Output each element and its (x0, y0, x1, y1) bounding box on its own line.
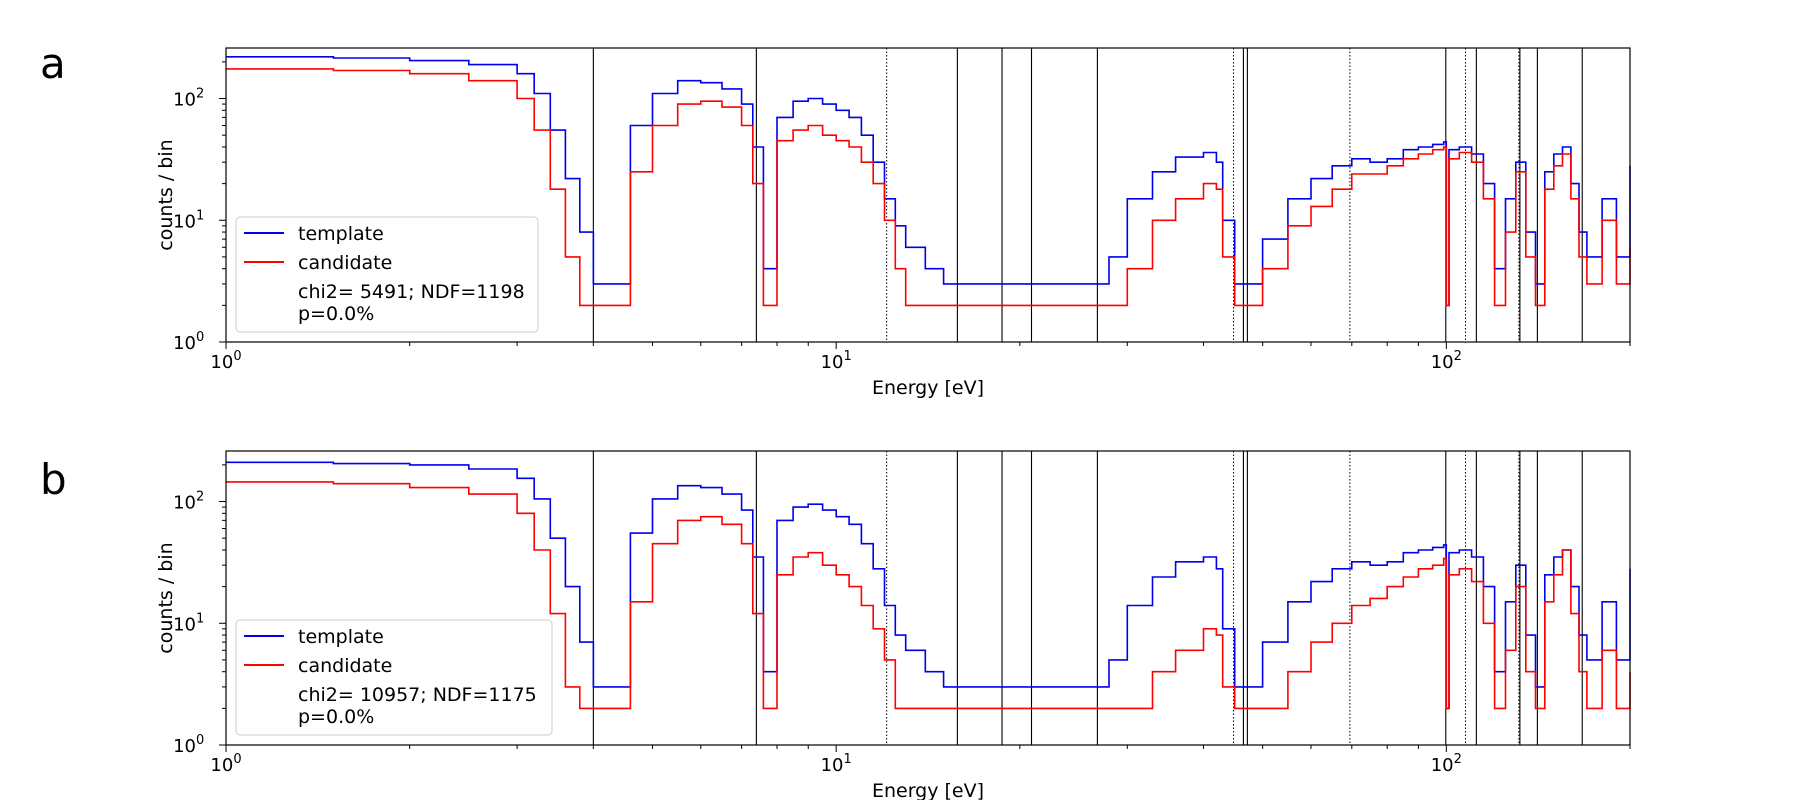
legend-label-template: template (298, 626, 384, 648)
series-template (226, 56, 1631, 307)
x-ticks-b: 100 101 102 (210, 745, 1631, 776)
y-tick-label: 10 (173, 736, 196, 757)
legend-stats-p: p=0.0% (298, 303, 374, 325)
x-tick-label: 102 (1431, 752, 1462, 776)
y-tick-exponent: 2 (196, 490, 204, 505)
legend-box (235, 216, 539, 333)
y-axis-label: counts / bin (155, 139, 177, 250)
legend: template candidate chi2= 5491; NDF=1198 … (235, 216, 539, 333)
y-tick-label: 10 (173, 90, 196, 111)
x-ticks-a: 100 101 102 (210, 342, 1631, 373)
x-tick-label: 102 (1431, 349, 1462, 373)
legend-stats-p: p=0.0% (298, 706, 374, 728)
plot-frame (225, 47, 1631, 343)
y-tick-exponent: 1 (196, 208, 204, 223)
y-tick-label: 10 (173, 614, 196, 635)
x-axis-label: Energy [eV] (872, 780, 984, 800)
x-tick-label: 100 (210, 752, 241, 776)
plot-lines-a (226, 48, 1631, 342)
y-tick-label: 10 (173, 493, 196, 514)
y-tick-exponent: 0 (196, 330, 204, 345)
x-tick-label: 101 (821, 349, 852, 373)
plot-lines-b (226, 451, 1631, 745)
y-tick-exponent: 2 (196, 87, 204, 102)
plot-frame (225, 450, 1631, 746)
y-tick-exponent: 1 (196, 611, 204, 626)
y-axis-label: counts / bin (155, 542, 177, 653)
legend-label-template: template (298, 223, 384, 245)
x-tick-label: 100 (210, 349, 241, 373)
legend: template candidate chi2= 10957; NDF=1175… (235, 619, 553, 736)
series-candidate (226, 68, 1631, 307)
series-template (226, 461, 1631, 710)
legend-box (235, 619, 553, 736)
x-axis-label: Energy [eV] (872, 377, 984, 399)
panel-label: b (40, 455, 67, 504)
legend-label-candidate: candidate (298, 252, 392, 274)
y-tick-label: 10 (173, 211, 196, 232)
panel-label: a (40, 39, 66, 88)
y-tick-exponent: 0 (196, 733, 204, 748)
legend-stats-chi2: chi2= 5491; NDF=1198 (298, 281, 525, 303)
series-candidate (226, 481, 1631, 710)
y-tick-label: 10 (173, 333, 196, 354)
legend-label-candidate: candidate (298, 655, 392, 677)
legend-stats-chi2: chi2= 10957; NDF=1175 (298, 684, 537, 706)
x-tick-label: 101 (821, 752, 852, 776)
